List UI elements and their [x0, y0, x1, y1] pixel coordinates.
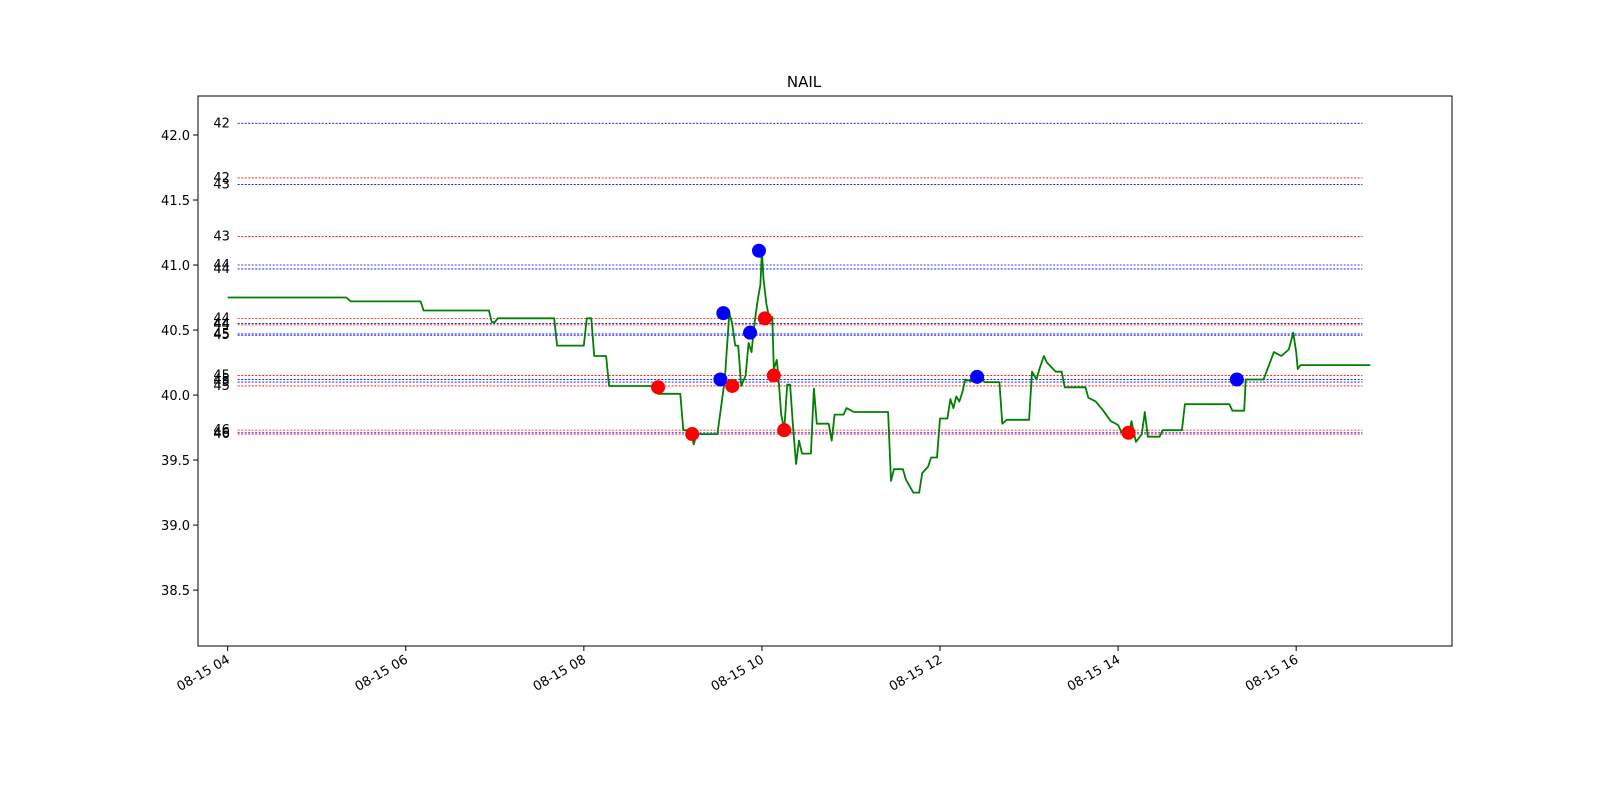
reference-line-label: 46 [213, 423, 230, 438]
reference-lines [237, 122, 1363, 435]
buy-marker [751, 243, 766, 258]
y-tick-label: 42.0 [161, 129, 190, 144]
price-series [227, 249, 1371, 494]
y-tick-label: 38.5 [161, 584, 190, 599]
y-tick-label: 40.0 [161, 389, 190, 404]
sell-marker [651, 380, 666, 395]
reference-line-label: 44 [213, 318, 230, 333]
reference-line-label: 46 [213, 426, 230, 441]
reference-line-label: 45 [213, 369, 230, 384]
chart-title: NAIL [787, 73, 822, 91]
sell-marker [685, 427, 700, 442]
sell-marker [777, 423, 792, 438]
reference-line-label: 43 [213, 229, 230, 244]
sell-marker [766, 368, 781, 383]
reference-line-label: 45 [213, 327, 230, 342]
reference-line-label: 44 [213, 258, 230, 273]
reference-line-label: 44 [213, 317, 230, 332]
y-tick-label: 40.5 [161, 324, 190, 339]
reference-line-label: 46 [213, 427, 230, 442]
buy-marker [743, 325, 758, 340]
y-tick-label: 41.0 [161, 259, 190, 274]
buy-marker [716, 306, 731, 321]
price-line [227, 249, 1371, 494]
y-tick-label: 39.5 [161, 454, 190, 469]
reference-line-label: 45 [213, 328, 230, 343]
sell-marker [757, 311, 772, 326]
trade-markers [651, 243, 1244, 442]
sell-marker [725, 378, 740, 393]
reference-line-label: 42 [213, 171, 230, 186]
reference-line-label: 45 [213, 372, 230, 387]
reference-line-label: 44 [213, 262, 230, 277]
y-tick-label: 39.0 [161, 519, 190, 534]
sell-marker [1121, 425, 1136, 440]
reference-line-label: 43 [213, 177, 230, 192]
reference-line-label: 45 [213, 375, 230, 390]
reference-line-label: 44 [213, 311, 230, 326]
plot-area-frame [197, 95, 1453, 647]
buy-marker [970, 369, 985, 384]
reference-line-label: 45 [213, 379, 230, 394]
reference-line-label: 42 [213, 116, 230, 131]
y-tick-label: 41.5 [161, 194, 190, 209]
buy-marker [1229, 372, 1244, 387]
buy-marker [713, 372, 728, 387]
y-axis: 38.5 39.0 39.5 40.0 40.5 41.0 41.5 42.0 [161, 129, 198, 599]
